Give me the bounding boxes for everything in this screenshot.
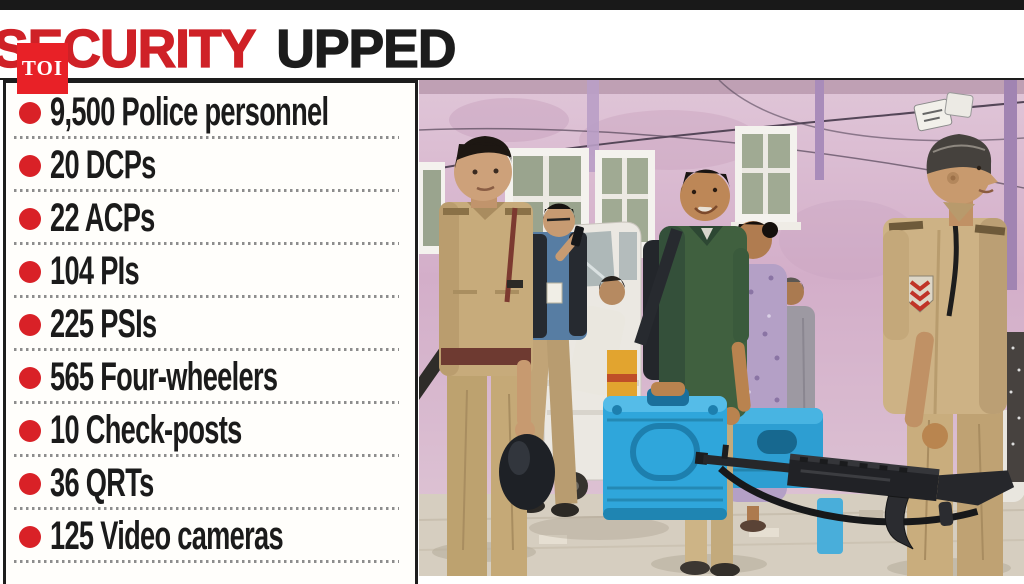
list-item: 125 Video cameras (6, 510, 415, 563)
person-right-edge (1007, 332, 1024, 482)
list-item-label: 225 PSIs (50, 302, 157, 346)
bullet-icon (19, 207, 41, 230)
police-officer-right (883, 134, 1007, 576)
list-item: 10 Check-posts (6, 404, 415, 457)
toi-logo-text: TOI (21, 56, 64, 80)
bullet-icon (19, 472, 41, 495)
evm-case-small (817, 498, 843, 554)
bullet-icon (19, 525, 41, 548)
security-stats-panel: 9,500 Police personnel 20 DCPs 22 ACPs 1… (3, 80, 418, 584)
news-photo-illustration (419, 80, 1024, 576)
evm-case-front (603, 382, 727, 520)
list-item: 36 QRTs (6, 457, 415, 510)
list-item-label: 9,500 Police personnel (50, 90, 329, 134)
bullet-icon (19, 154, 41, 177)
list-item: 20 DCPs (6, 139, 415, 192)
list-item-label: 10 Check-posts (50, 408, 242, 452)
top-black-bar (0, 0, 1024, 10)
bullet-icon (19, 366, 41, 389)
list-item: 565 Four-wheelers (6, 351, 415, 404)
list-item: 9,500 Police personnel (6, 86, 415, 139)
bullet-icon (19, 101, 41, 124)
page-title: SECURITY UPPED (0, 18, 458, 81)
list-item-label: 22 ACPs (50, 196, 155, 240)
bullet-icon (19, 419, 41, 442)
list-item-label: 565 Four-wheelers (50, 355, 278, 399)
masthead: SECURITY UPPED (0, 10, 1024, 81)
helmet (499, 434, 555, 510)
yellow-crate (607, 350, 637, 404)
list-item-label: 36 QRTs (50, 461, 154, 505)
list-item-label: 125 Video cameras (50, 514, 284, 558)
bullet-icon (19, 260, 41, 283)
police-officer-left (419, 136, 535, 576)
street-signs (913, 92, 974, 132)
masthead-rule (0, 78, 1024, 80)
list-item: 225 PSIs (6, 298, 415, 351)
toi-logo: TOI (17, 43, 68, 94)
rifle (694, 444, 1015, 550)
list-item-label: 20 DCPs (50, 143, 156, 187)
pole (587, 80, 1017, 290)
list-item: 22 ACPs (6, 192, 415, 245)
title-word-upped: UPPED (276, 18, 458, 79)
list-item: 104 PIs (6, 245, 415, 298)
news-photo (419, 80, 1024, 576)
list-item-label: 104 PIs (50, 249, 140, 293)
bullet-icon (19, 313, 41, 336)
